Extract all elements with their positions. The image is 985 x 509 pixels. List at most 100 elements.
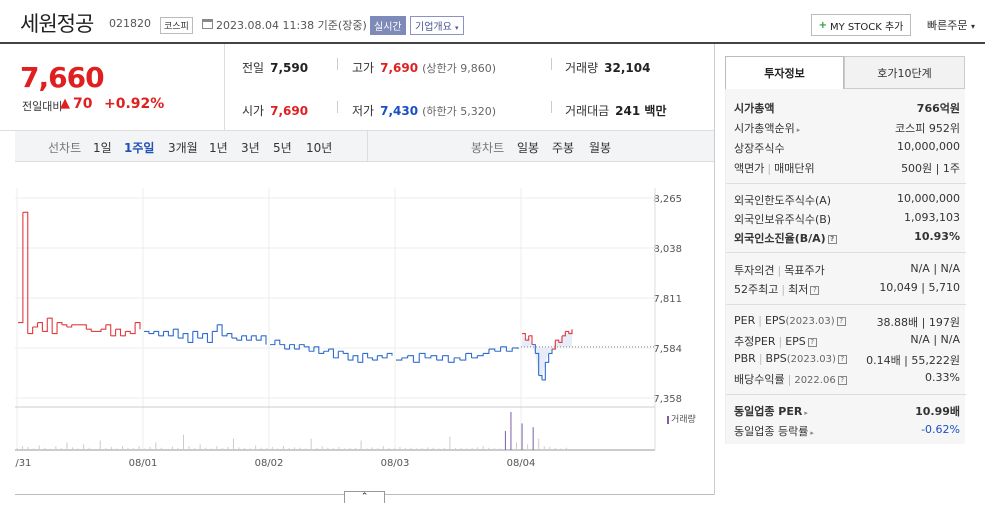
price-line-segment: [318, 351, 325, 355]
price-line-segment: [231, 337, 238, 341]
period-5y[interactable]: 5년: [273, 141, 292, 155]
pbr-row: PBR | BPS(2023.03)? 0.14배 | 55,222원: [734, 352, 960, 367]
price-line-segment: [532, 344, 536, 354]
shares-label: 상장주식수: [734, 142, 785, 155]
price-line-segment: [348, 355, 354, 361]
price-line-segment: [528, 335, 533, 345]
period-1y[interactable]: 1년: [209, 141, 228, 155]
line-chart-label: 선차트: [48, 141, 82, 155]
stock-header: 세원정공 021820 코스피 2023.08.04 11:38 기준(장중) …: [0, 0, 985, 44]
price-line-segment: [328, 348, 334, 358]
period-3m[interactable]: 3개월: [168, 141, 198, 155]
per-label: PER: [734, 314, 756, 327]
price-line-segment: [261, 335, 267, 345]
price-line-segment: [183, 333, 189, 343]
candle-monthly[interactable]: 월봉: [589, 141, 612, 155]
dividend-value: 0.33%: [925, 371, 960, 384]
price-line-segment: [362, 352, 369, 358]
price-line-segment: [454, 357, 461, 361]
triangle-right-icon: ▸: [810, 429, 814, 437]
par-label: 액면가: [734, 162, 765, 175]
period-3y[interactable]: 3년: [241, 141, 260, 155]
price-line-segment: [120, 331, 126, 337]
price-chart[interactable]: 8,265 8,038 7,811 7,584 7,358 07/31 08/01 08/02…: [15, 162, 715, 495]
price-line-segment: [448, 357, 455, 363]
market-cap-row: 시가총액 766억원: [734, 99, 960, 116]
sector-rate-value: -0.62%: [921, 423, 960, 436]
realtime-badge[interactable]: 실시간: [370, 16, 406, 35]
cap-rank-value: 코스피 952위: [895, 122, 960, 135]
volume: 거래량 32,104: [565, 59, 650, 76]
price-line-segment: [396, 357, 403, 361]
triangle-right-icon: ▸: [804, 409, 808, 417]
open-value: 7,690: [270, 104, 309, 118]
collapse-chart-button[interactable]: ⌃: [344, 491, 385, 503]
price-line-segment: [226, 333, 233, 339]
sector-rate-link[interactable]: 동일업종 등락률 ▸: [734, 423, 814, 439]
help-icon[interactable]: ?: [837, 375, 847, 385]
price-line-segment: [148, 331, 155, 335]
price-line-segment: [192, 330, 199, 339]
company-overview-button[interactable]: 기업개요 ▾: [410, 16, 464, 35]
candle-chart-label: 봉차트: [471, 141, 505, 155]
stock-code: 021820: [109, 17, 151, 30]
info-table: 시가총액 766억원 시가총액순위 ▸ 코스피 952위 상장주식수 10,000…: [725, 89, 966, 444]
est-eps-label: EPS: [785, 335, 806, 348]
par-unit-row: 액면가 | 매매단위 500원 | 1주: [734, 162, 960, 175]
help-icon[interactable]: ?: [810, 285, 820, 295]
price-line-segment: [401, 355, 409, 359]
tab-orderbook[interactable]: 호가10단계: [844, 56, 965, 89]
par-unit-value: 500원 | 1주: [901, 162, 960, 175]
stock-name: 세원정공: [20, 12, 94, 36]
volume-legend-label: 거래량: [671, 415, 696, 425]
prev-close: 전일 7,590: [242, 59, 308, 76]
price-chart-svg: 8,265 8,038 7,811 7,584 7,358 07/31 08/01 08/02…: [15, 188, 682, 469]
chevron-down-icon: ▾: [455, 24, 459, 32]
price-area-fill: [522, 329, 572, 380]
price-line-segment: [173, 328, 179, 339]
price-line-segment: [483, 349, 490, 355]
foreign-ratio-label: 외국인소진율(B/A): [734, 232, 826, 245]
period-10y[interactable]: 10년: [306, 141, 333, 155]
price-line-segment: [96, 329, 102, 332]
price-line-segment: [382, 353, 388, 359]
week52-high-label: 52주최고: [734, 283, 779, 296]
tab-investment-info[interactable]: 투자정보: [725, 56, 844, 89]
candle-daily[interactable]: 일봉: [517, 141, 540, 155]
price-line-segment: [568, 329, 573, 335]
price-line-segment: [309, 346, 315, 352]
help-icon[interactable]: ?: [837, 354, 847, 364]
divider: [726, 183, 966, 184]
price-line-segment: [256, 335, 262, 341]
up-arrow-icon: ▲: [60, 96, 70, 111]
price-line-segment: [144, 330, 150, 334]
y-tick-label: 7,584: [653, 344, 682, 355]
candle-weekly[interactable]: 주봉: [552, 141, 575, 155]
help-icon[interactable]: ?: [836, 316, 846, 326]
current-price: 7,660: [20, 61, 105, 94]
change-value: 70: [73, 96, 93, 112]
price-line-segment: [105, 324, 112, 336]
shares-row: 상장주식수 10,000,000: [734, 139, 960, 156]
help-icon[interactable]: ?: [807, 337, 817, 347]
price-line-segment: [37, 322, 43, 332]
foreign-limit-label: 외국인한도주식수(A): [734, 194, 832, 207]
shares-value: 10,000,000: [897, 140, 960, 153]
add-mystock-button[interactable]: + MY STOCK 추가: [811, 14, 911, 36]
price-line-segment: [565, 330, 570, 334]
open-label: 시가: [242, 104, 265, 118]
divider: [714, 44, 715, 495]
price-line-segment: [18, 212, 24, 324]
help-icon[interactable]: ?: [827, 234, 837, 244]
price-line-segment: [525, 335, 530, 341]
period-1w[interactable]: 1주일: [124, 141, 155, 155]
quick-order-button[interactable]: 빠른주문 ▾: [927, 17, 975, 33]
divider: [224, 44, 225, 131]
sector-per-row: 동일업종 PER ▸ 10.99배: [734, 402, 960, 419]
period-1d[interactable]: 1일: [93, 141, 112, 155]
sector-per-link[interactable]: 동일업종 PER ▸: [734, 403, 808, 419]
cap-rank-link[interactable]: 시가총액순위 ▸: [734, 120, 800, 136]
sector-rate-row: 동일업종 등락률 ▸ -0.62%: [734, 422, 960, 439]
price-line-segment: [367, 357, 374, 361]
